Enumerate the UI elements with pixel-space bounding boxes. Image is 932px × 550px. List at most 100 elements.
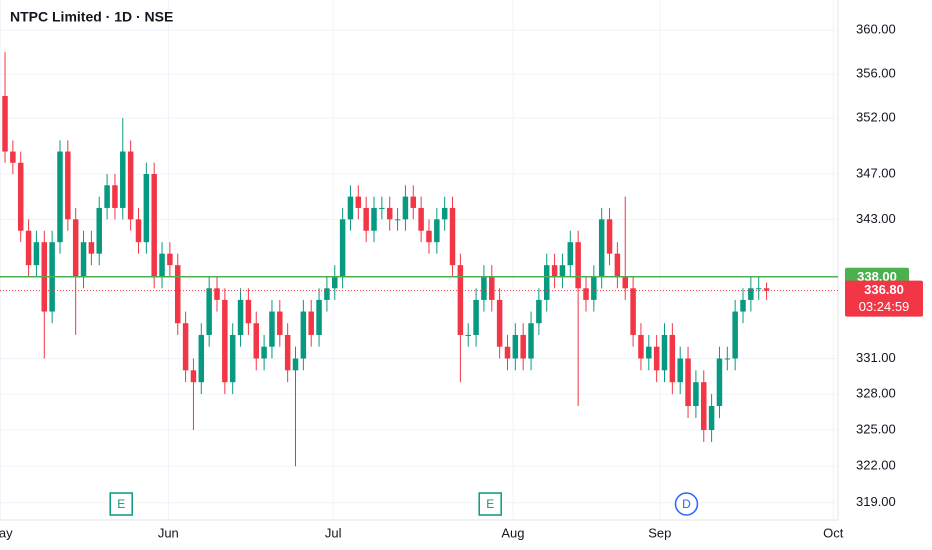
candle-body [583, 288, 589, 300]
candle-body [229, 334, 236, 383]
candle-body [57, 151, 63, 243]
candle-body [614, 253, 621, 277]
candle-body [167, 253, 173, 266]
candle-body [174, 265, 181, 324]
candle-body [646, 346, 652, 359]
candle-body [261, 346, 267, 359]
candle-body [80, 242, 87, 277]
candle-body [622, 276, 628, 289]
candle-body [669, 334, 676, 383]
x-tick-label: May [0, 525, 13, 540]
candle-body [308, 311, 314, 335]
candle-body [151, 174, 157, 277]
candle-body [693, 382, 699, 407]
candle-body [300, 311, 307, 359]
candle-body [748, 288, 754, 300]
level-label: 338.00 [857, 269, 897, 284]
event-label: E [486, 497, 494, 511]
candle-body [2, 95, 8, 152]
candle-body [543, 265, 550, 300]
candle-body [292, 358, 299, 371]
candle-body [512, 334, 519, 359]
candle-body [504, 346, 511, 359]
candle-body [441, 207, 448, 220]
x-tick-label: Aug [501, 525, 524, 540]
candle-body [732, 311, 738, 359]
candle-body [245, 299, 252, 324]
candle-body [575, 242, 581, 289]
event-label: D [682, 497, 691, 511]
event-label: E [117, 497, 125, 511]
candle-body [410, 196, 417, 208]
candle-body [434, 219, 440, 243]
candle-body [355, 196, 362, 208]
candle-body [481, 276, 487, 300]
candle-body [386, 207, 393, 220]
y-tick-label: 331.00 [856, 350, 896, 365]
candle-body [394, 219, 401, 221]
candle-body [96, 207, 102, 254]
candle-body [214, 288, 220, 300]
candle-body [496, 299, 503, 347]
candle-body [269, 311, 275, 347]
candle-body [708, 406, 715, 430]
candle-body [465, 334, 471, 336]
candle-body [591, 276, 597, 300]
last-price-box [845, 280, 923, 317]
event-marker [674, 492, 699, 516]
candle-body [127, 151, 134, 220]
candle-body [536, 299, 542, 324]
candle-body [339, 219, 346, 277]
x-tick-label: Jul [325, 525, 342, 540]
event-marker [109, 492, 133, 516]
candle-body [426, 230, 432, 243]
countdown-label: 03:24:59 [859, 299, 910, 314]
candle-body [277, 311, 283, 335]
candle-body [316, 299, 322, 335]
chart-title: NTPC Limited · 1D · NSE [10, 9, 173, 25]
candle-body [120, 151, 126, 208]
candle-body [135, 219, 142, 243]
candle-body [449, 207, 456, 266]
y-tick-label: 343.00 [856, 211, 896, 226]
y-tick-label: 319.00 [856, 494, 896, 509]
candle-body [630, 288, 636, 335]
candle-body [198, 334, 205, 383]
candle-body [143, 174, 150, 243]
candle-body [25, 230, 32, 266]
candle-body [363, 207, 369, 231]
candle-body [347, 196, 354, 220]
candle-body [159, 253, 165, 277]
candle-body [253, 323, 259, 359]
candle-body [371, 207, 377, 231]
candle-body [112, 185, 118, 208]
candle-body [104, 185, 110, 208]
x-tick-label: Jun [158, 525, 179, 540]
event-marker [478, 492, 502, 516]
candle-body [379, 207, 385, 209]
candle-body [473, 299, 479, 335]
candle-body [402, 196, 409, 220]
candle-body [237, 299, 244, 335]
candle-body [677, 358, 683, 383]
candle-body [17, 162, 24, 231]
candle-body [740, 299, 746, 312]
x-tick-label: Oct [823, 525, 844, 540]
candle-body [284, 334, 291, 371]
y-tick-label: 352.00 [856, 110, 896, 125]
candle-body [489, 276, 495, 300]
candle-body [598, 219, 605, 277]
y-tick-label: 328.00 [856, 386, 896, 401]
candle-body [685, 358, 691, 407]
candle-body [567, 242, 574, 266]
candle-body [755, 288, 762, 290]
candle-body [206, 288, 212, 335]
candle-body [701, 382, 707, 430]
candle-body [324, 288, 330, 300]
candle-body [763, 288, 770, 291]
candle-body [65, 151, 71, 220]
candle-body [559, 265, 566, 277]
candle-body [88, 242, 95, 254]
